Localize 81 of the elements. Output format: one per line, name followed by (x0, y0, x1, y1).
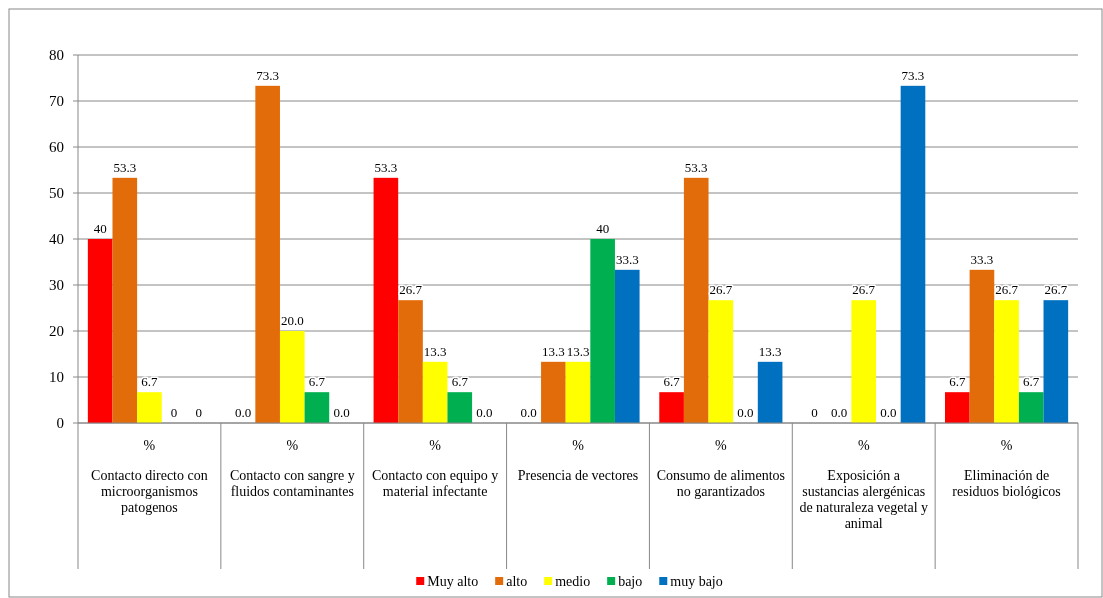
bar (1018, 392, 1044, 423)
y-tick-label: 50 (49, 185, 64, 202)
bar (757, 361, 783, 423)
bar (945, 392, 970, 423)
data-label: 73.3 (901, 67, 925, 83)
bar (87, 239, 113, 423)
data-label: 26.7 (852, 282, 876, 298)
data-label: 20.0 (280, 313, 304, 328)
bar (590, 239, 615, 423)
x-tick-label: % Contacto con equipo y material infectante (371, 438, 499, 499)
data-label: 40 (93, 221, 107, 236)
legend-label: alto (506, 574, 528, 589)
data-label: 0 (195, 405, 202, 420)
bar (969, 269, 995, 423)
data-label: 13.3 (566, 343, 590, 359)
bar (994, 300, 1019, 423)
data-label: 0.0 (880, 405, 897, 420)
y-tick-label: 30 (49, 277, 64, 294)
bar (851, 300, 877, 423)
bar (1043, 300, 1069, 423)
data-label: 0 (811, 405, 818, 420)
bar (398, 300, 423, 423)
bar (683, 177, 709, 423)
bar (279, 331, 305, 423)
data-label: 0.0 (476, 405, 493, 420)
data-label: 73.3 (256, 67, 280, 83)
data-label: 33.3 (970, 251, 994, 267)
x-tick-label: % Eliminación de residuos biológicos (952, 438, 1061, 499)
data-label: 6.7 (308, 374, 326, 390)
x-tick-label: % Contacto con sangre y fluidos contaminantes (229, 438, 355, 499)
data-label: 40 (596, 221, 610, 236)
data-label: 13.3 (541, 343, 565, 359)
bar (137, 392, 162, 423)
bar (614, 269, 640, 423)
y-tick-label: 40 (49, 231, 64, 248)
bar (373, 177, 399, 423)
data-label: 26.7 (995, 282, 1019, 298)
bar (565, 361, 591, 423)
data-label: 6.7 (1023, 374, 1040, 390)
data-label: 6.7 (451, 374, 469, 390)
data-label: 6.7 (141, 374, 159, 390)
bar (447, 392, 473, 423)
data-label: 6.7 (663, 374, 681, 390)
bar (255, 85, 280, 423)
y-tick-label: 80 (49, 47, 64, 64)
x-tick-label: % Contacto directo con microorganismos patogenos (91, 438, 208, 515)
bar (900, 85, 926, 423)
data-label: 53.3 (374, 159, 398, 175)
data-label: 26.7 (1044, 282, 1068, 298)
data-label: 26.7 (709, 282, 733, 298)
data-label: 53.3 (113, 159, 137, 175)
data-label: 13.3 (423, 343, 447, 359)
y-tick-label: 20 (49, 323, 64, 340)
data-label: 0.0 (830, 405, 848, 420)
legend-label: medio (555, 574, 591, 589)
y-tick-label: 0 (56, 415, 64, 432)
bar (112, 177, 138, 423)
bar (708, 300, 734, 423)
data-label: 0.0 (520, 405, 537, 420)
legend-label: muy bajo (670, 574, 723, 589)
x-tick-label: % Exposición a sustancias alergénicas de naturaleza vegetal y animal (799, 438, 929, 531)
bar (541, 361, 566, 423)
legend-label: Muy alto (427, 574, 479, 589)
data-label: 0.0 (333, 405, 350, 420)
bar (304, 392, 330, 423)
data-label: 13.3 (758, 343, 782, 359)
y-tick-label: 10 (49, 369, 64, 386)
x-tick-label: % Presencia de vectores (517, 438, 639, 483)
bar (422, 361, 448, 423)
data-label: 0.0 (737, 405, 754, 420)
bar (659, 392, 684, 423)
data-label: 0.0 (234, 405, 252, 420)
y-tick-label: 70 (49, 93, 64, 110)
y-tick-label: 60 (49, 139, 64, 156)
data-label: 0 (170, 405, 178, 420)
data-label: 6.7 (949, 374, 966, 390)
data-label: 26.7 (399, 282, 423, 298)
data-label: 33.3 (615, 251, 639, 267)
legend-label: bajo (618, 574, 643, 589)
data-label: 53.3 (684, 159, 708, 175)
x-tick-label: % Consumo de alimentos no garantizados (656, 438, 786, 499)
